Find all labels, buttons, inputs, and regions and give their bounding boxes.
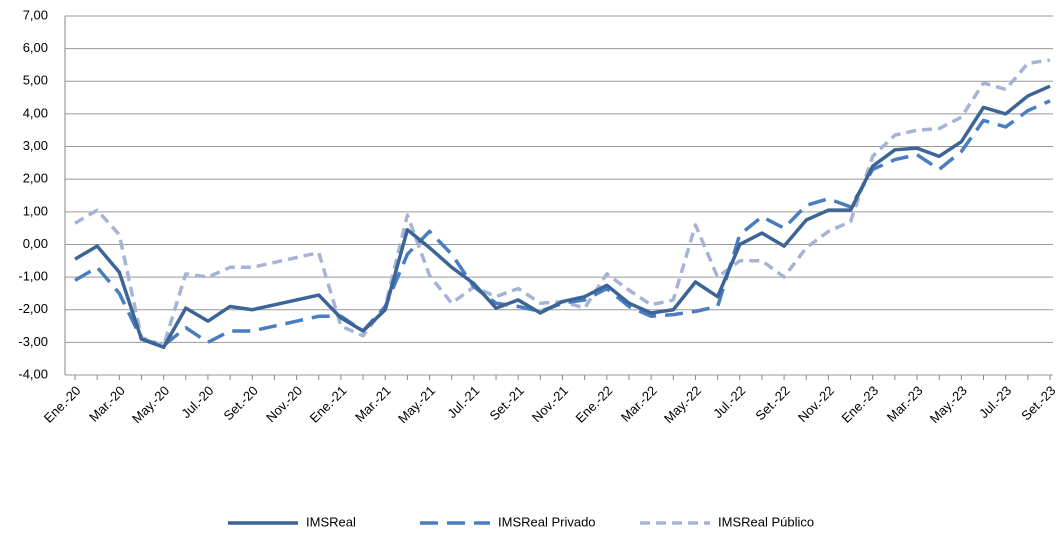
x-tick-label: May.-21 bbox=[395, 383, 438, 426]
x-tick-label: Set.-21 bbox=[486, 383, 526, 423]
x-tick-label: Mar.-21 bbox=[352, 383, 394, 425]
legend-label: IMSReal Privado bbox=[498, 514, 596, 529]
legend-label: IMSReal Público bbox=[718, 514, 814, 529]
y-tick-label: 3,00 bbox=[23, 138, 48, 153]
x-tick-label: Jul.-23 bbox=[976, 383, 1014, 421]
x-tick-label: Ene.-22 bbox=[573, 383, 616, 426]
series-line bbox=[74, 84, 1051, 350]
x-tick-label: Set.-23 bbox=[1018, 383, 1058, 423]
y-tick-label: -2,00 bbox=[18, 301, 48, 316]
x-tick-label: Nov.-20 bbox=[263, 383, 305, 425]
y-tick-label: -3,00 bbox=[18, 334, 48, 349]
y-tick-label: 6,00 bbox=[23, 40, 48, 55]
y-tick-label: -4,00 bbox=[18, 366, 48, 381]
x-tick-label: Ene.-20 bbox=[41, 383, 84, 426]
x-tick-label: Jul.-22 bbox=[710, 383, 748, 421]
y-tick-label: 2,00 bbox=[23, 171, 48, 186]
x-tick-label: May.-20 bbox=[129, 383, 172, 426]
x-tick-label: Mar.-20 bbox=[86, 383, 128, 425]
x-tick-label: May.-23 bbox=[927, 383, 970, 426]
x-tick-label: Set.-20 bbox=[221, 383, 261, 423]
x-tick-label: Set.-22 bbox=[752, 383, 792, 423]
y-tick-label: 1,00 bbox=[23, 203, 48, 218]
y-tick-label: 5,00 bbox=[23, 73, 48, 88]
x-tick-label: Mar.-22 bbox=[618, 383, 660, 425]
y-tick-label: 4,00 bbox=[23, 105, 48, 120]
x-tick-label: Mar.-23 bbox=[884, 383, 926, 425]
x-tick-label: Jul.-20 bbox=[178, 383, 216, 421]
series-line bbox=[74, 99, 1051, 348]
x-tick-label: Nov.-21 bbox=[529, 383, 571, 425]
x-tick-label: Ene.-23 bbox=[838, 383, 881, 426]
y-tick-label: 7,00 bbox=[23, 7, 48, 22]
x-tick-label: Nov.-22 bbox=[795, 383, 837, 425]
x-tick-label: Jul.-21 bbox=[444, 383, 482, 421]
y-tick-label: 0,00 bbox=[23, 236, 48, 251]
x-tick-label: May.-22 bbox=[661, 383, 704, 426]
y-tick-label: -1,00 bbox=[18, 269, 48, 284]
x-tick-label: Ene.-21 bbox=[307, 383, 350, 426]
legend-label: IMSReal bbox=[306, 514, 356, 529]
